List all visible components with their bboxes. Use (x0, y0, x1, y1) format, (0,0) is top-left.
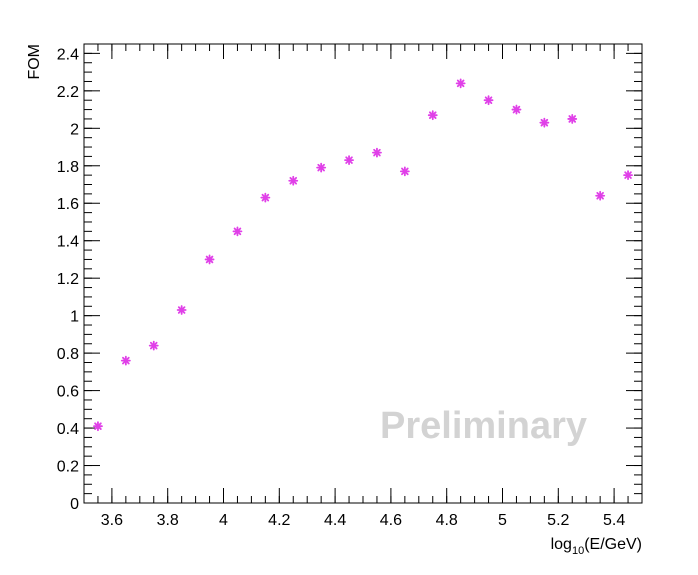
data-point (148, 340, 159, 351)
y-tick-label: 2.4 (57, 46, 79, 63)
x-tick-label: 4.8 (436, 512, 458, 529)
data-point (204, 254, 215, 265)
x-axis-title-base: log (551, 536, 572, 553)
y-tick-label: 0.6 (57, 384, 79, 401)
data-point (511, 104, 522, 115)
x-tick-label: 5.2 (547, 512, 569, 529)
data-point (483, 95, 494, 106)
preliminary-watermark: Preliminary (380, 405, 587, 447)
y-tick-label: 0.4 (57, 421, 79, 438)
data-point (399, 166, 410, 177)
y-tick-label: 0.2 (57, 459, 79, 476)
data-point (232, 226, 243, 237)
x-axis-title: log10(E/GeV) (551, 536, 642, 557)
x-axis-ticks: 3.6 3.8 4 4.2 4.4 4.6 4.8 5 5.2 5.4 (83, 44, 643, 529)
data-point (344, 155, 354, 166)
y-tick-label: 0.8 (57, 346, 79, 363)
data-point (623, 170, 633, 181)
y-axis-title: FOM (26, 44, 43, 80)
x-tick-label: 3.6 (101, 512, 123, 529)
x-tick-label: 3.8 (157, 512, 179, 529)
x-axis-title-subscript: 10 (572, 545, 584, 557)
y-tick-label: 1.6 (57, 196, 79, 213)
data-point (427, 110, 438, 121)
y-tick-label: 0 (70, 496, 79, 513)
data-point (93, 421, 103, 432)
data-point (120, 355, 131, 366)
x-tick-label: 4.2 (268, 512, 290, 529)
data-point (539, 117, 550, 128)
data-point (595, 190, 606, 201)
x-tick-label: 4 (219, 512, 228, 529)
y-axis-ticks: 0 0.2 0.4 0.6 0.8 1 1.2 1.4 1.6 1.8 2 2.2 2.4 (57, 43, 642, 513)
y-tick-label: 1.4 (57, 234, 79, 251)
data-point (567, 114, 578, 124)
x-axis-title-rest: (E/GeV) (584, 536, 642, 553)
y-tick-label: 2 (70, 121, 79, 138)
data-points (93, 78, 633, 432)
data-point (372, 147, 382, 158)
y-tick-label: 1.8 (57, 159, 79, 176)
y-tick-label: 1.2 (57, 271, 79, 288)
data-point (176, 305, 187, 315)
x-tick-label: 5 (498, 512, 507, 529)
y-tick-label: 1 (70, 309, 79, 326)
data-point (260, 192, 271, 203)
data-point (288, 175, 299, 186)
x-tick-label: 4.6 (380, 512, 402, 529)
data-point (455, 78, 466, 89)
x-tick-label: 4.4 (324, 512, 346, 529)
data-point (316, 162, 327, 173)
y-tick-label: 2.2 (57, 84, 79, 101)
x-tick-label: 5.4 (603, 512, 625, 529)
